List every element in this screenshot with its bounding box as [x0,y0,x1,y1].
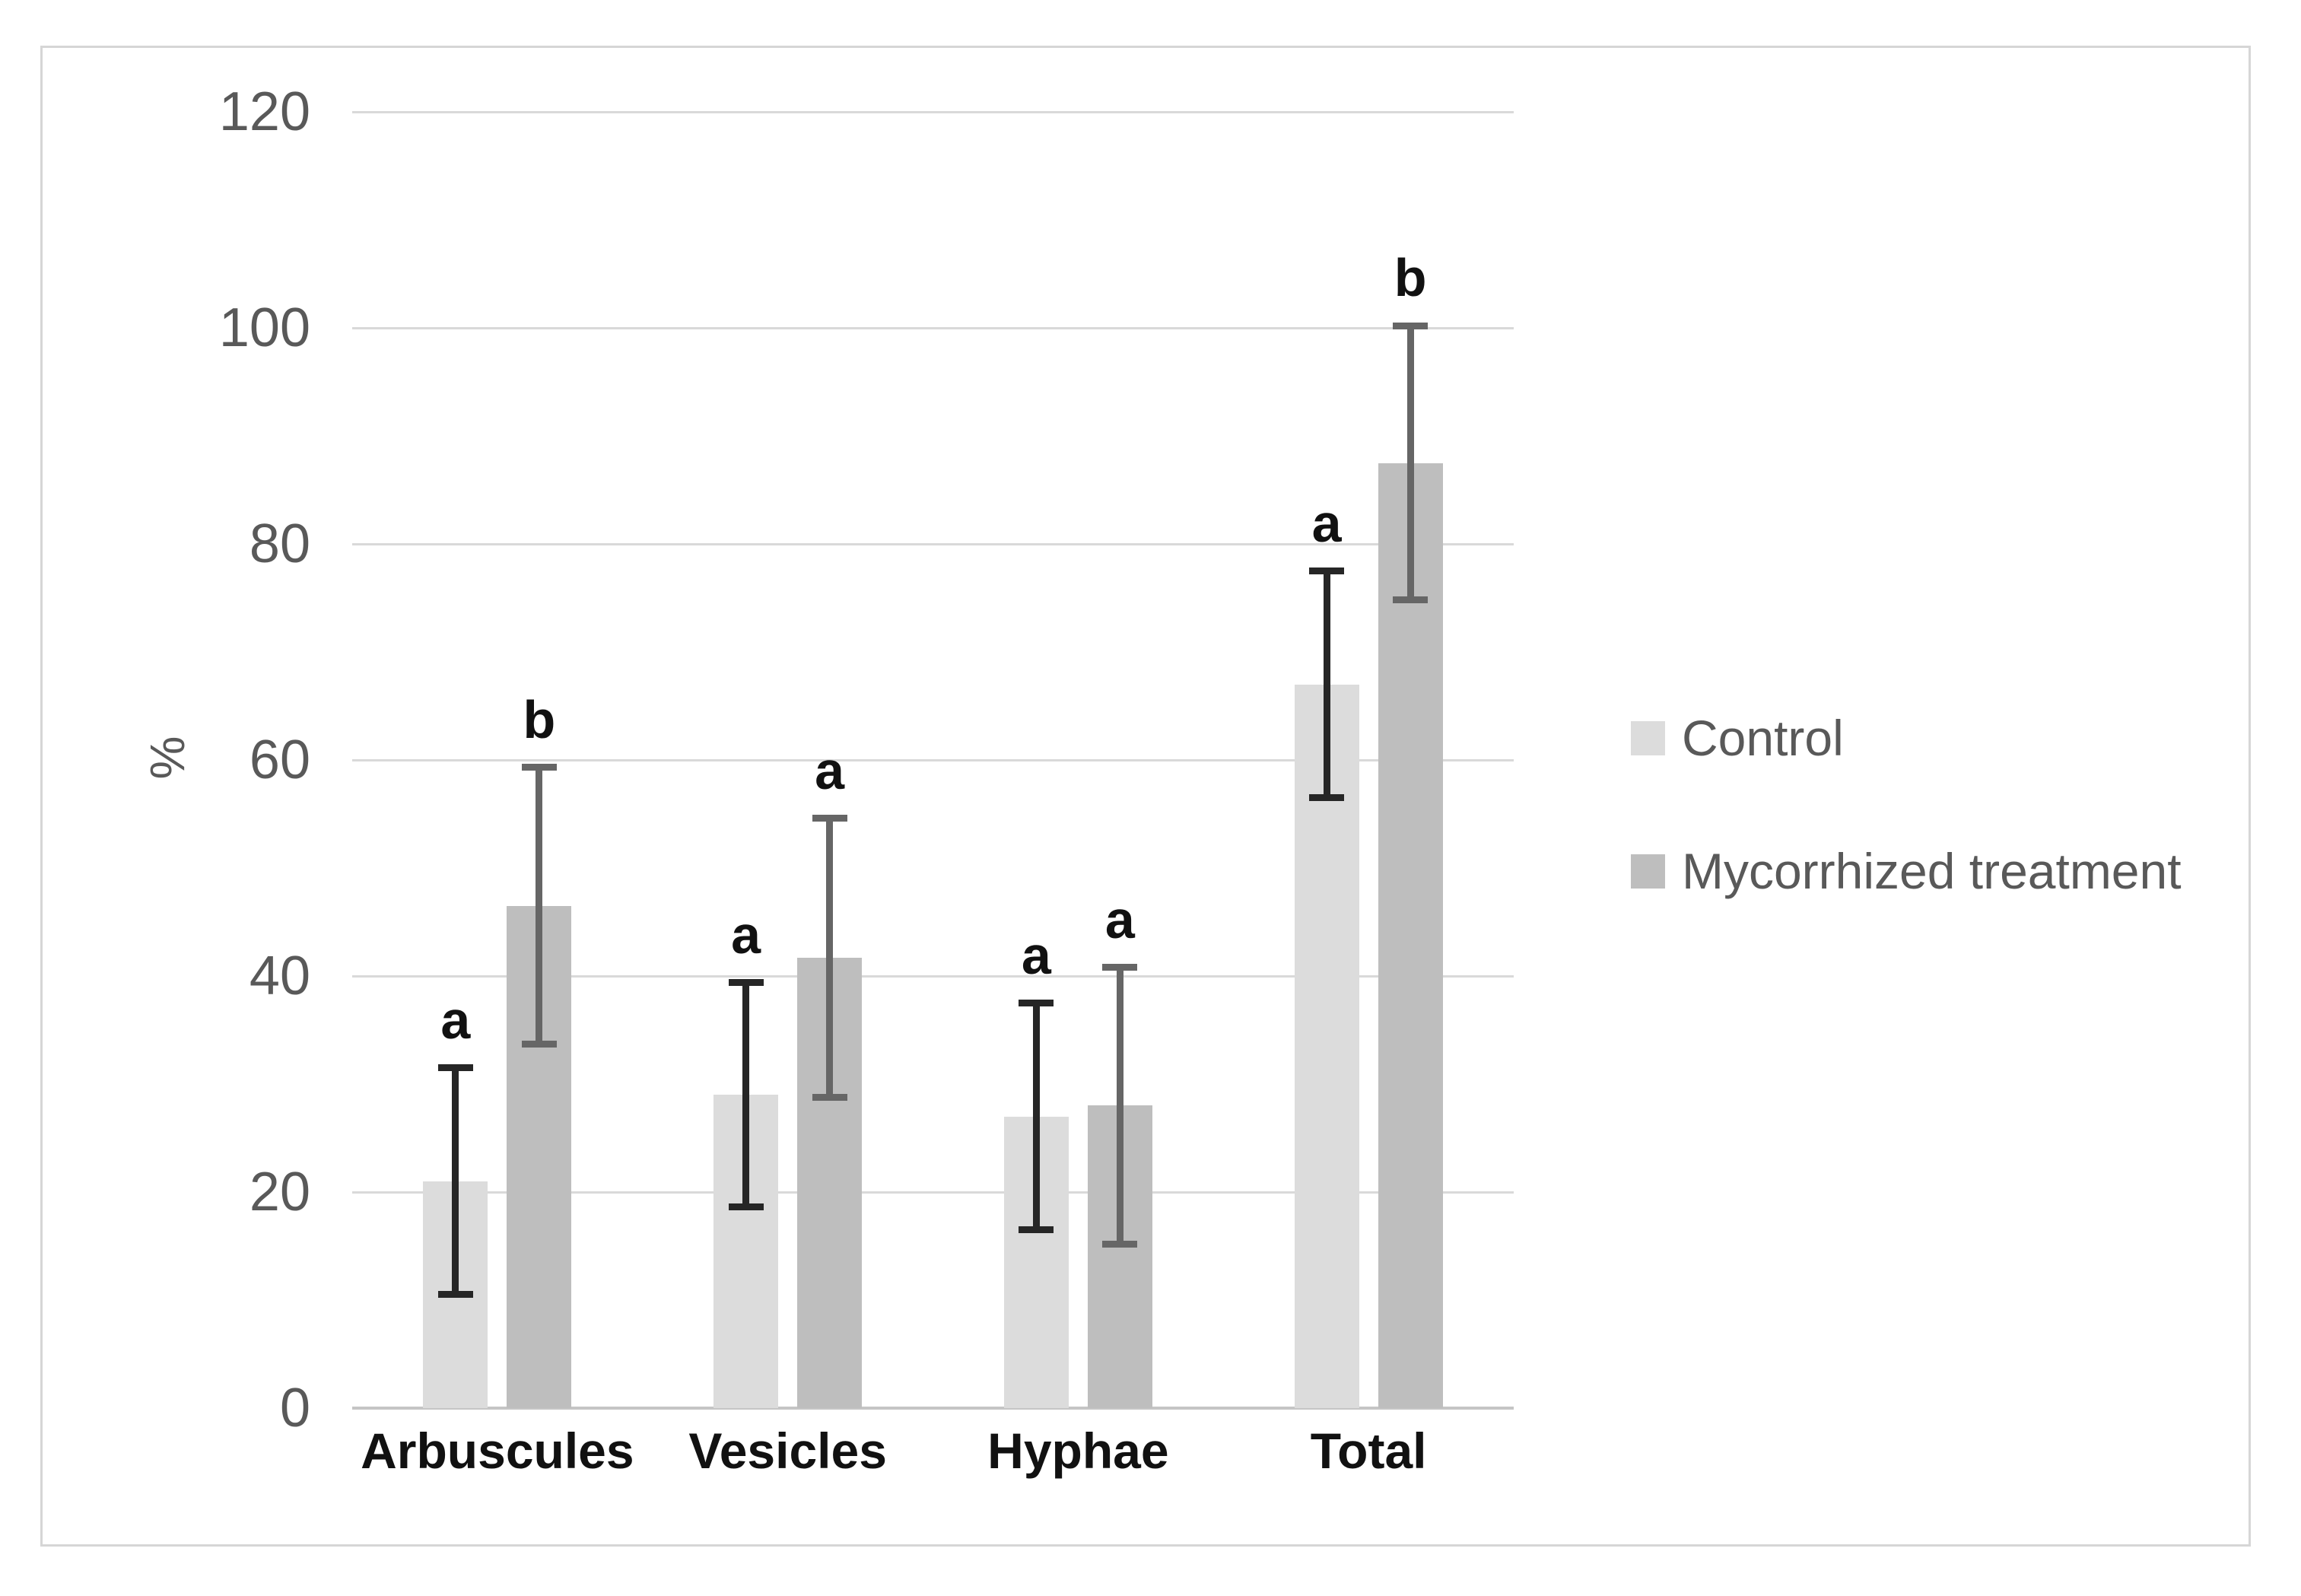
error-cap-bottom-mycorrhized-hyphae [1102,1240,1138,1248]
error-cap-bottom-control-hyphae [1019,1226,1054,1234]
error-cap-bottom-mycorrhized-vesicles [812,1093,847,1101]
category-label-hyphae: Hyphae [987,1423,1169,1479]
legend-swatch-control [1631,720,1665,755]
y-tick-label-80: 80 [249,513,310,574]
sig-letter-control-hyphae: a [1021,925,1051,985]
error-cap-bottom-mycorrhized-total [1393,596,1429,604]
category-label-arbuscules: Arbuscules [361,1423,634,1479]
x-axis-line [352,1407,1514,1410]
error-cap-top-mycorrhized-hyphae [1102,964,1138,971]
sig-letter-control-total: a [1311,493,1342,553]
error-cap-top-control-hyphae [1019,1000,1054,1006]
error-bar-control-arbuscules [452,1067,459,1295]
gridline-120 [352,110,1514,113]
y-tick-label-20: 20 [249,1162,310,1222]
error-cap-top-control-vesicles [728,979,764,987]
legend-swatch-mycorrhized [1631,854,1665,889]
sig-letter-control-vesicles: a [731,905,761,965]
gridline-20 [352,1191,1514,1194]
category-label-total: Total [1310,1423,1427,1479]
y-tick-label-60: 60 [249,730,310,790]
gridline-80 [352,542,1514,545]
error-cap-top-mycorrhized-total [1393,322,1429,329]
error-cap-top-mycorrhized-arbuscules [521,764,557,771]
sig-letter-control-arbuscules: a [440,990,471,1050]
error-bar-mycorrhized-total [1406,326,1414,600]
category-label-vesicles: Vesicles [688,1423,887,1479]
error-bar-mycorrhized-vesicles [826,818,834,1098]
legend-label-control: Control [1682,710,1844,766]
bar-mycorrhized-total [1378,463,1443,1408]
error-bar-mycorrhized-hyphae [1116,967,1123,1245]
legend-entry-control: Control [1631,709,1844,767]
error-cap-top-control-arbuscules [437,1064,473,1072]
error-cap-bottom-mycorrhized-arbuscules [521,1040,557,1048]
sig-letter-mycorrhized-vesicles: a [815,740,845,800]
error-bar-control-hyphae [1032,1003,1040,1230]
error-cap-bottom-control-arbuscules [437,1291,473,1299]
error-cap-bottom-control-vesicles [728,1203,764,1211]
gridline-100 [352,326,1514,329]
sig-letter-mycorrhized-arbuscules: b [523,689,556,749]
sig-letter-mycorrhized-total: b [1394,248,1427,308]
error-bar-control-vesicles [742,982,750,1207]
legend-entry-mycorrhized: Mycorrhized treatment [1631,842,2182,900]
error-bar-mycorrhized-arbuscules [536,767,543,1044]
y-tick-label-120: 120 [218,81,310,142]
y-tick-label-40: 40 [249,946,310,1006]
error-cap-bottom-control-total [1309,794,1345,802]
error-bar-control-total [1323,571,1330,798]
error-cap-top-mycorrhized-vesicles [812,815,847,822]
y-tick-label-0: 0 [279,1378,310,1439]
legend-label-mycorrhized: Mycorrhized treatment [1682,843,2182,899]
gridline-40 [352,974,1514,978]
y-tick-label-100: 100 [218,297,310,358]
bar-control-total [1294,684,1359,1408]
gridline-60 [352,758,1514,761]
error-cap-top-control-total [1309,568,1345,574]
sig-letter-mycorrhized-hyphae: a [1104,889,1135,949]
